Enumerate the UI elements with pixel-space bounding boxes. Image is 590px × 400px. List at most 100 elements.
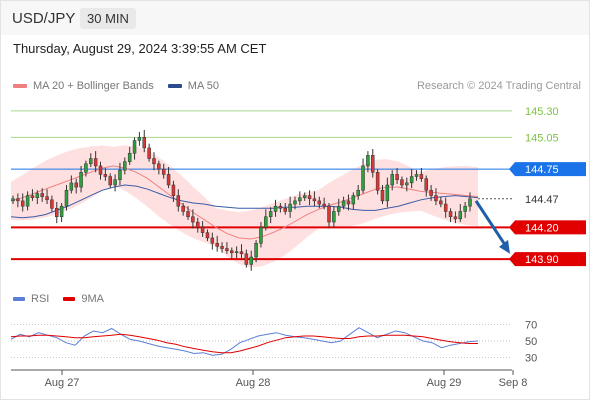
timeframe-badge[interactable]: 30 MIN <box>80 8 136 29</box>
candle-body <box>278 205 283 209</box>
ma50-line <box>10 184 479 219</box>
candle-body <box>264 216 268 228</box>
candle-body <box>108 176 112 186</box>
candle-body <box>385 184 390 202</box>
candle-body <box>171 184 176 196</box>
candle-body <box>220 246 224 249</box>
price-label-pointer-icon <box>509 162 515 177</box>
candle-body <box>312 198 317 202</box>
candle-body <box>463 205 467 212</box>
candle-body <box>336 205 341 212</box>
candle-body <box>249 256 253 265</box>
candle-body <box>30 195 35 198</box>
candle-body <box>322 203 326 207</box>
candle-body <box>210 237 215 244</box>
candle-body <box>205 232 210 239</box>
candle-body <box>84 163 88 173</box>
candle-body <box>341 200 346 207</box>
candle-body <box>268 211 273 218</box>
rsi-tick-70: 70 <box>525 319 537 331</box>
candle-body <box>356 190 360 196</box>
legend-label-ma20: MA 20 + Bollinger Bands <box>33 80 154 92</box>
candle-body <box>283 208 288 212</box>
candle-body <box>74 182 78 188</box>
copyright-notice: Research © 2024 Trading Central <box>416 80 581 92</box>
candle-body <box>259 227 263 244</box>
rsi-ma9-line <box>10 333 478 354</box>
candle-body <box>181 205 185 212</box>
candle-body <box>55 208 59 218</box>
price-level-label-143-90: 143.90 <box>525 254 559 266</box>
candle-body <box>234 251 239 254</box>
candle-body <box>137 137 142 141</box>
candle-body <box>200 227 205 233</box>
candle-body <box>113 179 117 186</box>
candle-body <box>20 200 25 207</box>
candle-body <box>439 200 443 205</box>
legend-item-ma50: MA 50 <box>167 80 219 92</box>
candle-body <box>409 176 414 184</box>
candle-body <box>103 174 108 177</box>
ma9-swatch-icon <box>63 297 76 302</box>
candle-body <box>254 242 258 258</box>
rsi-legend: RSI 9MA <box>13 293 118 305</box>
price-level-label-144-47: 144.47 <box>525 194 559 206</box>
legend-label-ma50: MA 50 <box>187 80 219 92</box>
ma20-swatch-icon <box>13 84 27 89</box>
candle-body <box>288 203 292 212</box>
rsi-tick-30: 30 <box>525 353 537 365</box>
candle-body <box>59 205 64 218</box>
price-level-label-144-75: 144.75 <box>525 164 559 176</box>
legend-item-rsi: RSI <box>13 293 49 305</box>
candle-body <box>147 147 151 159</box>
price-label-box <box>515 252 586 267</box>
candle-body <box>89 158 93 165</box>
candle-body <box>375 172 380 191</box>
candle-body <box>429 190 433 196</box>
price-level-label-144-20: 144.20 <box>525 222 559 234</box>
candle-body <box>273 205 278 212</box>
forecast-arrow-shaft <box>474 200 509 249</box>
candle-body <box>458 211 463 220</box>
chart-datetime: Thursday, August 29, 2024 3:39:55 AM CET <box>13 41 267 56</box>
candle-body <box>371 155 375 173</box>
candle-body <box>11 198 15 202</box>
candle-body <box>419 174 424 179</box>
symbol-label: USD/JPY <box>12 10 76 27</box>
candle-body <box>69 182 74 191</box>
forecast-arrow-head-icon <box>499 239 510 254</box>
legend-label-rsi: RSI <box>31 293 50 305</box>
candle-body <box>332 211 336 223</box>
ma50-swatch-icon <box>167 84 182 89</box>
rsi-line <box>10 327 479 356</box>
candle-body <box>293 200 297 205</box>
candle-body <box>366 155 370 167</box>
candle-body <box>307 195 312 200</box>
candle-body <box>123 161 127 171</box>
candle-body <box>16 198 20 202</box>
candle-body <box>327 205 331 223</box>
candle-body <box>118 169 122 180</box>
candle-body <box>191 216 195 223</box>
price-label-pointer-icon <box>509 220 515 235</box>
candle-body <box>64 190 69 207</box>
candle-body <box>79 172 83 188</box>
candle-body <box>40 193 44 197</box>
candle-body <box>166 174 171 186</box>
candle-body <box>434 195 438 202</box>
price-label-box <box>515 162 586 177</box>
price-level-label-145-05: 145.05 <box>525 132 559 144</box>
candle-body <box>195 221 200 228</box>
candle-body <box>390 174 394 186</box>
price-label-pointer-icon <box>509 252 515 267</box>
candle-body <box>142 137 147 149</box>
candle-body <box>50 199 54 209</box>
candle-body <box>161 168 166 175</box>
candle-body <box>317 200 322 205</box>
candle-body <box>424 178 428 191</box>
candle-body <box>443 203 448 212</box>
candle-body <box>132 140 137 154</box>
candle-body <box>346 200 351 205</box>
candle-body <box>448 211 453 218</box>
